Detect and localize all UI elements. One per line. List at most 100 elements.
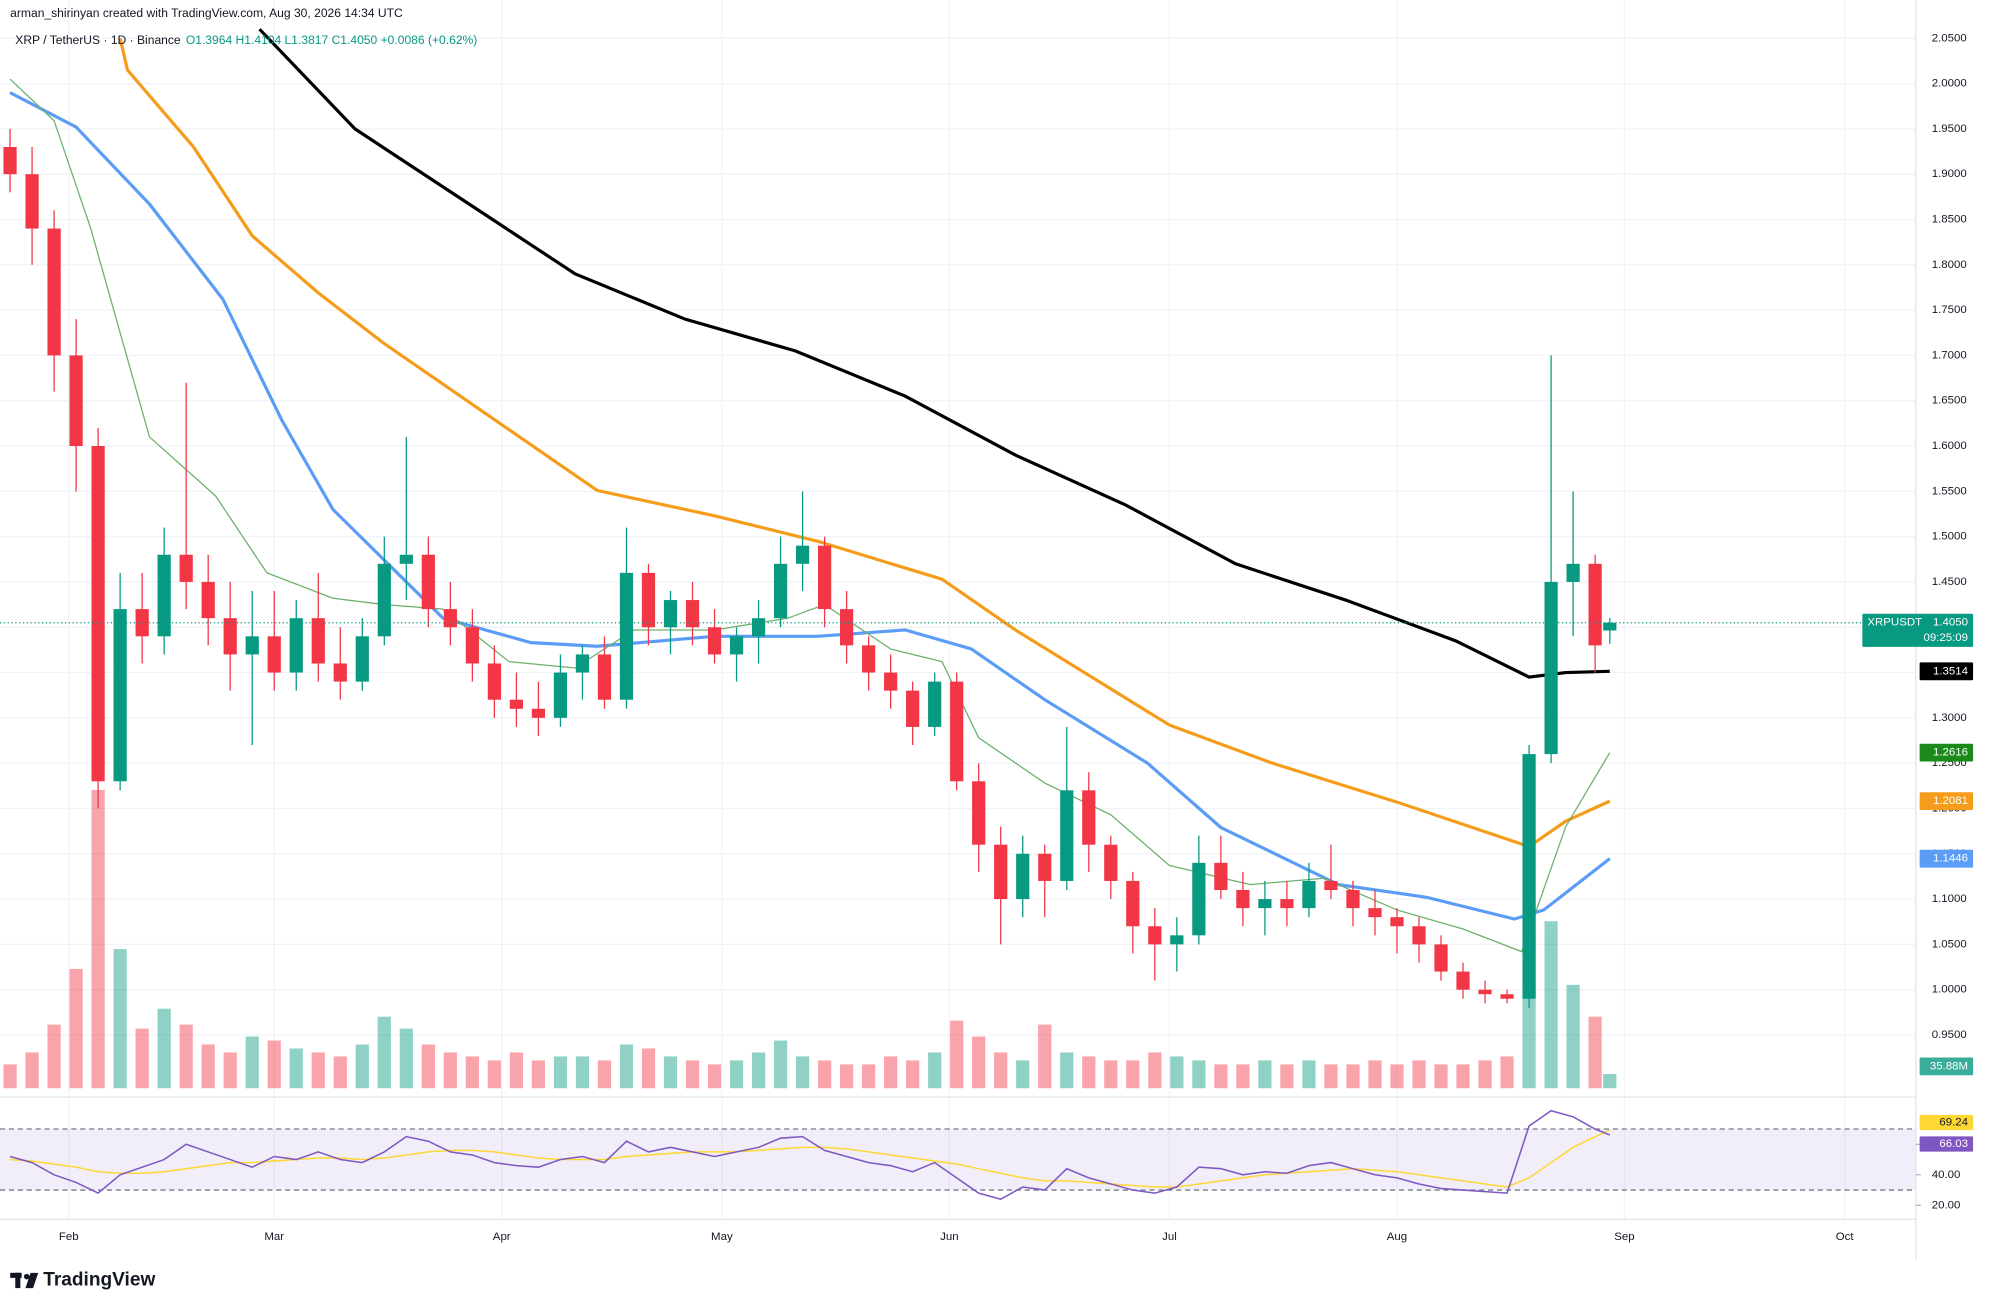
volume-bar (1016, 1060, 1030, 1089)
candle-body (641, 572, 656, 628)
volume-bar (25, 1052, 39, 1089)
volume-bar (1170, 1056, 1184, 1089)
candle-body (157, 554, 171, 637)
volume-tag (1919, 1057, 1974, 1076)
y-tick-label: 1.8000 (1932, 259, 1967, 271)
volume-bar (201, 1044, 215, 1089)
volume-bar (1038, 1024, 1052, 1089)
volume-bar (1082, 1056, 1096, 1089)
volume-bar (377, 1016, 391, 1089)
volume-bar (862, 1064, 876, 1089)
candle-body (1500, 994, 1514, 999)
y-tick-label: 2.0000 (1932, 78, 1967, 90)
candle-body (773, 563, 788, 619)
volume-bar (69, 968, 83, 1089)
volume-bar (1192, 1060, 1206, 1089)
candle-body (1192, 862, 1206, 936)
candle-body (223, 618, 237, 655)
candle-body (1016, 853, 1030, 900)
volume-bar (641, 1048, 656, 1089)
y-tick-label: 1.0000 (1932, 984, 1967, 996)
volume-bar (1258, 1060, 1272, 1089)
logo-mark (25, 1272, 39, 1289)
volume-bar (1544, 921, 1558, 1089)
candle-body (1434, 944, 1448, 972)
candle-body (729, 636, 744, 655)
volume-bar (157, 1008, 171, 1089)
candle-body (1126, 880, 1140, 927)
candle-body (1588, 563, 1602, 646)
candle-body (509, 699, 523, 709)
y-tick-label: 1.3000 (1932, 712, 1967, 724)
volume-bar (443, 1052, 457, 1089)
ohlc: O1.3964 H1.4104 L1.3817 C1.4050 +0.0086 … (186, 33, 477, 47)
candle-body (355, 636, 369, 682)
price-tag (1862, 613, 1974, 647)
candle-body (1082, 790, 1096, 845)
price-tag (1919, 849, 1974, 868)
volume-bar (91, 789, 105, 1089)
candle-body (487, 663, 501, 700)
y-tick-label: 1.8500 (1932, 214, 1967, 226)
candle-body (289, 618, 303, 673)
volume-bar (1588, 1016, 1602, 1089)
volume-bar (972, 1036, 986, 1089)
volume-bar (399, 1028, 413, 1089)
rsi-tag-label: 69.24 (1939, 1117, 1968, 1129)
candle-body (862, 645, 876, 673)
candle-body (1170, 935, 1184, 945)
volume-bar (245, 1036, 259, 1089)
rsi-tag (1919, 1114, 1974, 1131)
volume-tag-label: 35.88M (1930, 1060, 1968, 1072)
price-tag-label: 1.2081 (1933, 795, 1968, 807)
volume-bar (950, 1020, 964, 1089)
x-tick-label: May (711, 1231, 733, 1243)
candle-body (179, 554, 193, 582)
candle-body (267, 636, 281, 673)
candle-body (1390, 917, 1404, 927)
y-tick-label: 1.7500 (1932, 304, 1967, 316)
y-tick-label: 1.5500 (1932, 485, 1967, 497)
candle-body (817, 545, 832, 610)
volume-bar (1280, 1064, 1294, 1089)
candle-body (840, 609, 854, 646)
y-tick-label: 1.2500 (1932, 757, 1967, 769)
volume-bar (289, 1048, 303, 1089)
price-tag (1919, 743, 1974, 762)
price-tag-label: 1.3514 (1933, 665, 1969, 677)
volume-bar (421, 1044, 435, 1089)
volume-bar (311, 1052, 325, 1089)
candle-body (201, 581, 215, 619)
volume-bar (465, 1056, 479, 1089)
price-tag (1919, 662, 1974, 681)
volume-bar (333, 1056, 347, 1089)
candle-body (1412, 926, 1426, 945)
candle-body (1258, 899, 1272, 909)
volume-bar (619, 1044, 634, 1089)
candle-body (1214, 862, 1228, 891)
candle-body (663, 600, 678, 628)
volume-bar (179, 1024, 193, 1089)
candle-body (553, 672, 568, 718)
price-tag-name: XRPUSDT (1867, 617, 1922, 629)
y-tick-label: 0.9500 (1932, 1029, 1967, 1041)
volume-bar (355, 1044, 369, 1089)
credit: arman_shirinyan created with TradingView… (10, 6, 403, 20)
candle-body (1060, 790, 1074, 881)
volume-bar (509, 1052, 523, 1089)
y-tick-label: 1.1000 (1932, 893, 1967, 905)
candle-body (465, 627, 479, 664)
moving-average (118, 37, 1611, 849)
candle-body (1236, 890, 1250, 909)
candle-body (443, 609, 457, 628)
candle-body (906, 690, 920, 727)
volume-bar (1368, 1060, 1382, 1089)
candle-body (1368, 908, 1382, 918)
candle-body (1280, 899, 1294, 909)
candle-body (707, 627, 722, 655)
volume-bar (1126, 1060, 1140, 1089)
candle-body (69, 355, 83, 447)
volume-bar (1148, 1052, 1162, 1089)
y-tick-label: 1.7000 (1932, 349, 1967, 361)
